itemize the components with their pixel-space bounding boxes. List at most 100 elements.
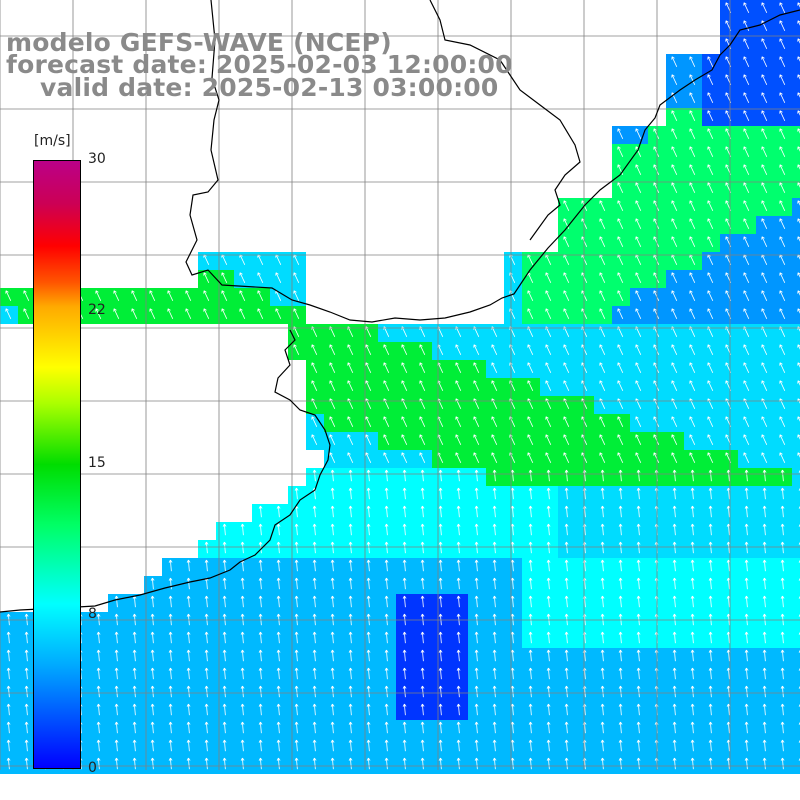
- wind-arrow: [438, 703, 443, 716]
- wind-arrow: [744, 541, 749, 554]
- wind-arrow: [384, 739, 389, 752]
- wind-arrow: [384, 487, 389, 500]
- wind-arrow: [743, 146, 750, 157]
- wind-arrow: [239, 272, 246, 283]
- wind-arrow: [384, 523, 389, 536]
- wind-arrow: [402, 559, 407, 572]
- wind-arrow: [347, 344, 354, 355]
- wind-arrow: [186, 631, 191, 644]
- wind-arrow: [492, 739, 497, 752]
- wind-arrow: [672, 577, 677, 590]
- wind-arrow: [348, 523, 353, 536]
- wind-arrow: [743, 308, 750, 319]
- wind-arrow: [276, 649, 281, 662]
- wind-arrow: [492, 577, 497, 590]
- wind-arrow: [186, 595, 191, 608]
- wind-arrow: [564, 631, 569, 644]
- wind-arrow: [780, 469, 785, 482]
- wind-arrow: [600, 523, 605, 536]
- wind-arrow: [671, 434, 678, 445]
- wind-arrow: [311, 344, 318, 355]
- wind-arrow: [761, 452, 768, 463]
- wind-arrow: [689, 380, 696, 391]
- wind-arrow: [276, 631, 281, 644]
- wind-arrow: [779, 416, 786, 427]
- wind-arrow: [258, 631, 263, 644]
- wind-cell: [792, 612, 800, 630]
- wind-arrow: [780, 487, 785, 500]
- wind-arrow: [761, 110, 768, 121]
- wind-arrow: [744, 487, 749, 500]
- wind-arrow: [492, 757, 497, 770]
- wind-arrow: [258, 757, 263, 770]
- wind-arrow: [635, 218, 642, 229]
- wind-arrow: [671, 218, 678, 229]
- wind-arrow: [744, 667, 749, 680]
- wind-arrow: [761, 38, 768, 49]
- wind-arrow: [528, 505, 533, 518]
- wind-arrow: [690, 739, 695, 752]
- wind-arrow: [761, 200, 768, 211]
- wind-arrow: [222, 703, 227, 716]
- wind-arrow: [797, 434, 800, 440]
- wind-arrow: [114, 685, 119, 698]
- wind-arrow: [384, 577, 389, 590]
- wind-arrow: [743, 20, 750, 31]
- wind-arrow: [618, 649, 623, 662]
- wind-arrow: [672, 487, 677, 500]
- wind-arrow: [671, 416, 678, 427]
- wind-arrow: [491, 344, 498, 355]
- wind-arrow: [240, 667, 245, 680]
- wind-arrow: [114, 739, 119, 752]
- wind-arrow: [761, 218, 768, 229]
- wind-arrow: [564, 541, 569, 554]
- wind-arrow: [600, 649, 605, 662]
- wind-arrow: [708, 577, 713, 590]
- wind-arrow: [671, 110, 678, 121]
- wind-arrow: [95, 290, 102, 301]
- wind-arrow: [780, 703, 785, 716]
- wind-arrow: [203, 308, 210, 319]
- wind-arrow: [167, 308, 174, 319]
- wind-arrow: [186, 685, 191, 698]
- wind-arrow: [24, 685, 29, 698]
- wind-arrow: [636, 469, 641, 482]
- wind-arrow: [690, 469, 695, 482]
- wind-arrow: [258, 721, 263, 734]
- wind-arrow: [294, 721, 299, 734]
- wind-arrow: [636, 559, 641, 572]
- wind-cell: [792, 486, 800, 504]
- wind-arrow: [653, 200, 660, 211]
- wind-arrow: [689, 290, 696, 301]
- wind-arrow: [150, 595, 155, 608]
- wind-arrow: [239, 290, 246, 301]
- wind-arrow: [456, 685, 461, 698]
- wind-arrow: [689, 344, 696, 355]
- wind-arrow: [473, 362, 480, 373]
- wind-arrow: [545, 344, 552, 355]
- wind-arrow: [258, 739, 263, 752]
- wind-arrow: [5, 308, 12, 319]
- wind-arrow: [312, 703, 317, 716]
- wind-arrow: [563, 434, 570, 445]
- wind-arrow: [564, 703, 569, 716]
- wind-arrow: [257, 272, 264, 283]
- wind-arrow: [294, 649, 299, 662]
- wind-arrow: [689, 110, 696, 121]
- wind-arrow: [114, 757, 119, 770]
- wind-arrow: [600, 487, 605, 500]
- wind-arrow: [186, 739, 191, 752]
- wind-arrow: [546, 559, 551, 572]
- wind-arrow: [564, 595, 569, 608]
- wind-arrow: [330, 703, 335, 716]
- wind-arrow: [438, 505, 443, 518]
- wind-arrow: [401, 362, 408, 373]
- wind-arrow: [546, 703, 551, 716]
- wind-arrow: [762, 649, 767, 662]
- wind-arrow: [689, 236, 696, 247]
- wind-arrow: [402, 685, 407, 698]
- wind-arrow: [708, 505, 713, 518]
- wind-arrow: [186, 721, 191, 734]
- wind-arrow: [149, 308, 156, 319]
